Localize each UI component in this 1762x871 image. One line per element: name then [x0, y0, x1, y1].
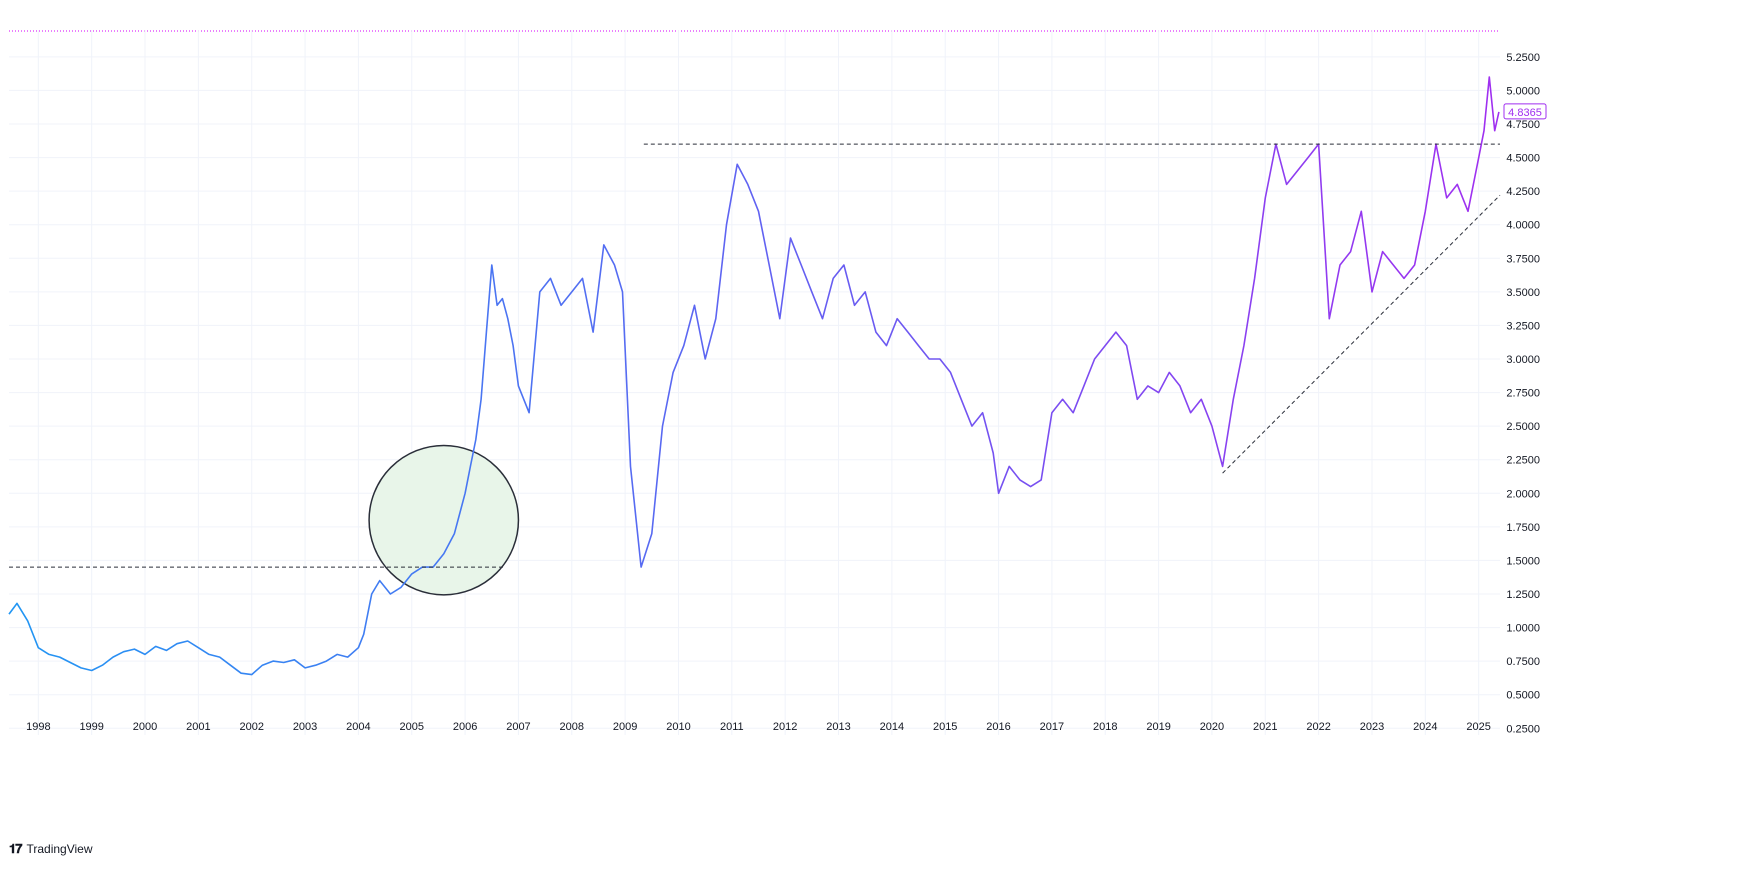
- y-tick-label: 5.2500: [1506, 52, 1540, 64]
- x-tick-label: 2004: [346, 721, 370, 733]
- annotation-layer: [368, 444, 520, 596]
- x-tick-label: 2017: [1040, 721, 1064, 733]
- y-tick-label: 0.7500: [1506, 656, 1540, 668]
- tradingview-brand-name: TradingView: [26, 842, 93, 856]
- x-tick-label: 2021: [1253, 721, 1277, 733]
- x-tick-label: 2010: [666, 721, 690, 733]
- last-price-box: [1503, 103, 1547, 120]
- y-tick-label: 4.0000: [1506, 220, 1540, 232]
- y-tick-label: 4.5000: [1506, 153, 1540, 165]
- x-tick-label: 2008: [560, 721, 584, 733]
- x-axis[interactable]: 1998 1999 2000 2001 2002 2003 2004 2005 2006 2007…: [26, 721, 1491, 733]
- y-axis[interactable]: 0.2500 0.5000 0.7500 1.0000 1.2500 1.5000 1.75…: [1506, 52, 1540, 735]
- y-tick-label: 4.7500: [1506, 119, 1540, 131]
- x-tick-label: 2016: [986, 721, 1010, 733]
- x-tick-label: 2020: [1200, 721, 1224, 733]
- tradingview-logo-icon: 𝟏𝟕: [9, 841, 23, 856]
- y-tick-label: 1.2500: [1506, 589, 1540, 601]
- x-tick-label: 2022: [1306, 721, 1330, 733]
- x-tick-label: 2000: [133, 721, 157, 733]
- last-price-label: 4.8365: [1508, 107, 1542, 119]
- x-tick-label: 2011: [720, 721, 744, 733]
- rising-trend-line: [1222, 194, 1501, 474]
- x-tick-label: 2014: [880, 721, 904, 733]
- y-tick-label: 1.0000: [1506, 623, 1540, 635]
- trend-line-layer: [9, 143, 1501, 568]
- x-tick-label: 2001: [186, 721, 210, 733]
- x-tick-label: 2005: [400, 721, 424, 733]
- highlight-circle: [368, 444, 520, 596]
- x-tick-label: 1999: [79, 721, 103, 733]
- y-tick-label: 3.2500: [1506, 320, 1540, 332]
- series-layer: [8, 76, 1500, 676]
- x-tick-label: 2023: [1360, 721, 1384, 733]
- y-tick-label: 3.7500: [1506, 253, 1540, 265]
- x-tick-label: 2009: [613, 721, 637, 733]
- x-tick-label: 2002: [239, 721, 263, 733]
- y-tick-label: 4.2500: [1506, 186, 1540, 198]
- y-tick-label: 1.7500: [1506, 522, 1540, 534]
- y-tick-label: 2.0000: [1506, 488, 1540, 500]
- x-tick-label: 2015: [933, 721, 957, 733]
- x-tick-label: 1998: [26, 721, 50, 733]
- price-series-line: [8, 76, 1500, 676]
- x-tick-label: 2025: [1466, 721, 1490, 733]
- last-price-tag: 4.8365: [1503, 103, 1547, 120]
- x-tick-label: 2006: [453, 721, 477, 733]
- y-tick-label: 3.5000: [1506, 287, 1540, 299]
- y-tick-label: 3.0000: [1506, 354, 1540, 366]
- x-tick-label: 2018: [1093, 721, 1117, 733]
- x-tick-label: 2003: [293, 721, 317, 733]
- grid: [9, 30, 1500, 735]
- x-tick-label: 2007: [506, 721, 530, 733]
- y-tick-label: 5.0000: [1506, 85, 1540, 97]
- y-tick-label: 0.5000: [1506, 690, 1540, 702]
- x-tick-label: 2012: [773, 721, 797, 733]
- y-tick-label: 2.5000: [1506, 421, 1540, 433]
- x-tick-label: 2024: [1413, 721, 1437, 733]
- y-tick-label: 0.2500: [1506, 723, 1540, 735]
- x-tick-label: 2013: [826, 721, 850, 733]
- y-tick-label: 2.2500: [1506, 455, 1540, 467]
- y-tick-label: 1.5000: [1506, 555, 1540, 567]
- y-tick-label: 2.7500: [1506, 388, 1540, 400]
- tradingview-branding[interactable]: 𝟏𝟕 TradingView: [9, 840, 93, 858]
- x-tick-label: 2019: [1146, 721, 1170, 733]
